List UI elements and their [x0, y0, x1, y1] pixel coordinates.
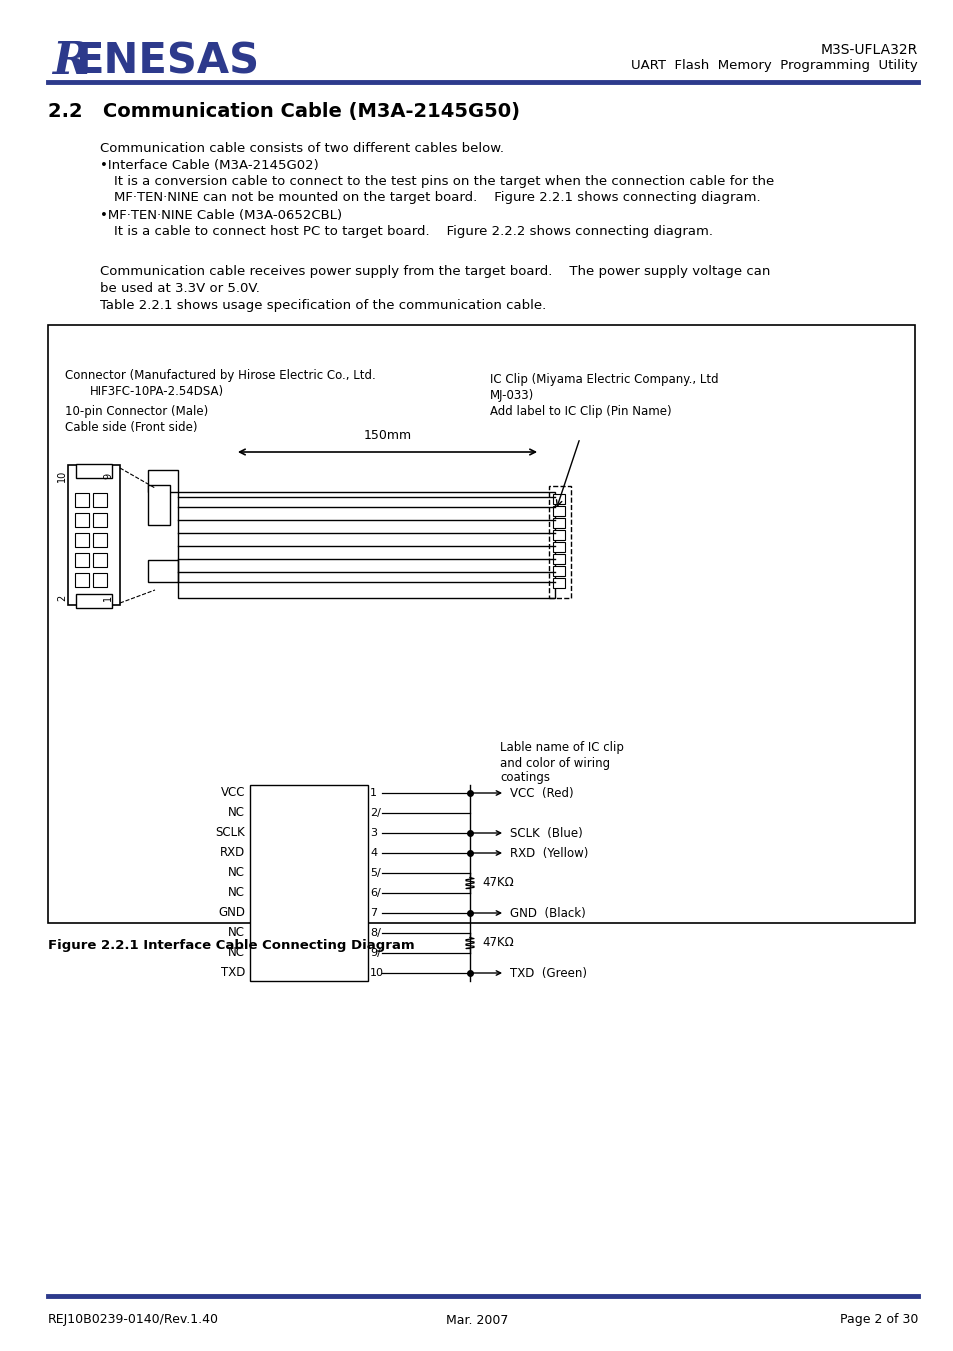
Text: SCLK: SCLK — [215, 827, 245, 839]
Text: 2.2   Communication Cable (M3A-2145G50): 2.2 Communication Cable (M3A-2145G50) — [48, 103, 519, 122]
Bar — [75, 513, 89, 527]
Bar — [553, 542, 564, 553]
Bar — [553, 507, 564, 516]
Text: It is a cable to connect host PC to target board.    Figure 2.2.2 shows connecti: It is a cable to connect host PC to targ… — [113, 226, 712, 239]
Text: 9: 9 — [103, 473, 112, 480]
Bar — [92, 553, 107, 567]
Text: NC: NC — [228, 886, 245, 900]
Text: 10: 10 — [57, 470, 67, 482]
Bar — [553, 530, 564, 540]
Text: TXD: TXD — [220, 966, 245, 979]
Bar — [75, 493, 89, 507]
Text: 10: 10 — [370, 969, 384, 978]
Text: IC Clip (Miyama Electric Company., Ltd: IC Clip (Miyama Electric Company., Ltd — [490, 373, 718, 386]
Text: and color of wiring: and color of wiring — [499, 757, 610, 770]
Text: be used at 3.3V or 5.0V.: be used at 3.3V or 5.0V. — [100, 282, 259, 296]
Bar — [178, 492, 555, 598]
Text: 1: 1 — [103, 594, 112, 601]
Text: VCC: VCC — [220, 786, 245, 800]
Text: 10-pin Connector (Male): 10-pin Connector (Male) — [65, 405, 208, 419]
Bar — [553, 566, 564, 576]
Text: 4: 4 — [370, 848, 376, 858]
Bar — [148, 561, 178, 582]
Text: 2/: 2/ — [370, 808, 380, 817]
Text: NC: NC — [228, 866, 245, 880]
Bar — [548, 486, 571, 598]
Text: Mar. 2007: Mar. 2007 — [445, 1313, 508, 1327]
Bar — [68, 465, 120, 605]
Text: NC: NC — [228, 807, 245, 820]
Text: UART  Flash  Memory  Programming  Utility: UART Flash Memory Programming Utility — [631, 59, 917, 73]
Bar — [92, 573, 107, 586]
Bar — [75, 553, 89, 567]
Text: 150mm: 150mm — [363, 430, 412, 442]
Text: 1: 1 — [370, 788, 376, 798]
Text: 8/: 8/ — [370, 928, 380, 938]
Bar — [250, 785, 368, 981]
Text: Add label to IC Clip (Pin Name): Add label to IC Clip (Pin Name) — [490, 405, 671, 419]
Bar — [92, 513, 107, 527]
Bar — [148, 470, 178, 492]
Text: Cable side (Front side): Cable side (Front side) — [65, 420, 197, 434]
Text: 47KΩ: 47KΩ — [481, 936, 514, 950]
Text: 7: 7 — [370, 908, 376, 917]
Bar — [48, 326, 914, 923]
Text: ENESAS: ENESAS — [75, 41, 259, 82]
Text: Communication cable consists of two different cables below.: Communication cable consists of two diff… — [100, 142, 503, 154]
Text: MJ-033): MJ-033) — [490, 389, 534, 403]
Bar — [553, 517, 564, 528]
Text: 5/: 5/ — [370, 867, 380, 878]
Text: Communication cable receives power supply from the target board.    The power su: Communication cable receives power suppl… — [100, 266, 770, 278]
Text: SCLK  (Blue): SCLK (Blue) — [510, 827, 582, 839]
Text: 2: 2 — [57, 594, 67, 601]
Bar — [76, 594, 112, 608]
Text: It is a conversion cable to connect to the test pins on the target when the conn: It is a conversion cable to connect to t… — [113, 176, 774, 189]
Text: NC: NC — [228, 947, 245, 959]
Bar — [76, 463, 112, 478]
Text: RXD: RXD — [219, 847, 245, 859]
Text: 47KΩ: 47KΩ — [481, 877, 514, 889]
Text: Table 2.2.1 shows usage specification of the communication cable.: Table 2.2.1 shows usage specification of… — [100, 300, 546, 312]
Text: coatings: coatings — [499, 771, 550, 785]
Text: MF·TEN·NINE can not be mounted on the target board.    Figure 2.2.1 shows connec: MF·TEN·NINE can not be mounted on the ta… — [113, 192, 760, 204]
Bar — [92, 534, 107, 547]
Text: •Interface Cable (M3A-2145G02): •Interface Cable (M3A-2145G02) — [100, 158, 318, 172]
Bar — [92, 493, 107, 507]
Bar — [75, 534, 89, 547]
Text: M3S-UFLA32R: M3S-UFLA32R — [820, 43, 917, 57]
Text: NC: NC — [228, 927, 245, 939]
Text: R: R — [52, 41, 89, 84]
Text: Lable name of IC clip: Lable name of IC clip — [499, 742, 623, 754]
Text: Page 2 of 30: Page 2 of 30 — [839, 1313, 917, 1327]
Text: GND: GND — [218, 907, 245, 920]
Text: •MF·TEN·NINE Cable (M3A-0652CBL): •MF·TEN·NINE Cable (M3A-0652CBL) — [100, 208, 342, 222]
Text: VCC  (Red): VCC (Red) — [510, 786, 573, 800]
Text: HIF3FC-10PA-2.54DSA): HIF3FC-10PA-2.54DSA) — [90, 385, 224, 397]
Text: 9/: 9/ — [370, 948, 380, 958]
Text: TXD  (Green): TXD (Green) — [510, 966, 586, 979]
Text: 3: 3 — [370, 828, 376, 838]
Text: 6/: 6/ — [370, 888, 380, 898]
Bar — [148, 485, 170, 526]
Bar — [553, 578, 564, 588]
Text: GND  (Black): GND (Black) — [510, 907, 585, 920]
Bar — [75, 573, 89, 586]
Text: Connector (Manufactured by Hirose Electric Co., Ltd.: Connector (Manufactured by Hirose Electr… — [65, 369, 375, 381]
Bar — [553, 494, 564, 504]
Bar — [553, 554, 564, 563]
Text: REJ10B0239-0140/Rev.1.40: REJ10B0239-0140/Rev.1.40 — [48, 1313, 219, 1327]
Text: Figure 2.2.1 Interface Cable Connecting Diagram: Figure 2.2.1 Interface Cable Connecting … — [48, 939, 415, 951]
Text: RXD  (Yellow): RXD (Yellow) — [510, 847, 588, 859]
